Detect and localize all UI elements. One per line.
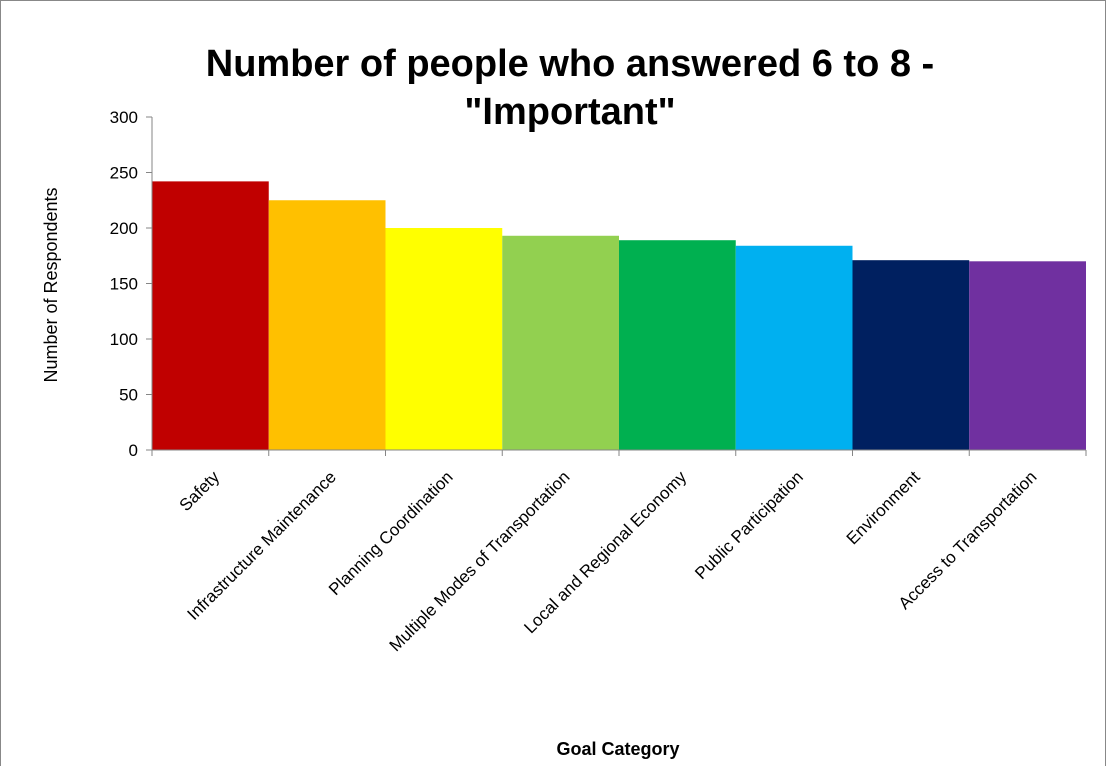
x-tick-label: Safety [176,467,224,515]
y-tick-label: 300 [110,108,138,127]
x-tick-label: Public Participation [691,467,807,583]
y-tick-label: 150 [110,275,138,294]
chart-title-line2: "Important" [464,91,675,133]
bar-4 [502,235,619,450]
bars-group [152,181,1086,450]
bar-1 [152,181,269,450]
y-tick-label: 250 [110,164,138,183]
bar-3 [385,228,503,450]
bar-5 [619,240,736,450]
y-axis-label: Number of Respondents [41,187,61,382]
y-tick-label: 200 [110,219,138,238]
chart-title-line1: Number of people who answered 6 to 8 - [206,43,934,85]
y-tick-label: 100 [110,330,138,349]
x-tick-label: Access to Transportation [895,467,1041,613]
x-axis-label: Goal Category [556,739,679,759]
y-ticks-group: 0 50 100 150 200 250 300 [110,108,152,460]
bar-7 [852,260,970,450]
bar-8 [969,261,1086,450]
y-tick-label: 0 [129,441,138,460]
bar-2 [268,200,386,450]
x-tick-label: Environment [843,467,924,548]
y-tick-label: 50 [119,386,138,405]
x-tick-label: Planning Coordination [325,467,457,599]
bar-6 [735,245,853,450]
